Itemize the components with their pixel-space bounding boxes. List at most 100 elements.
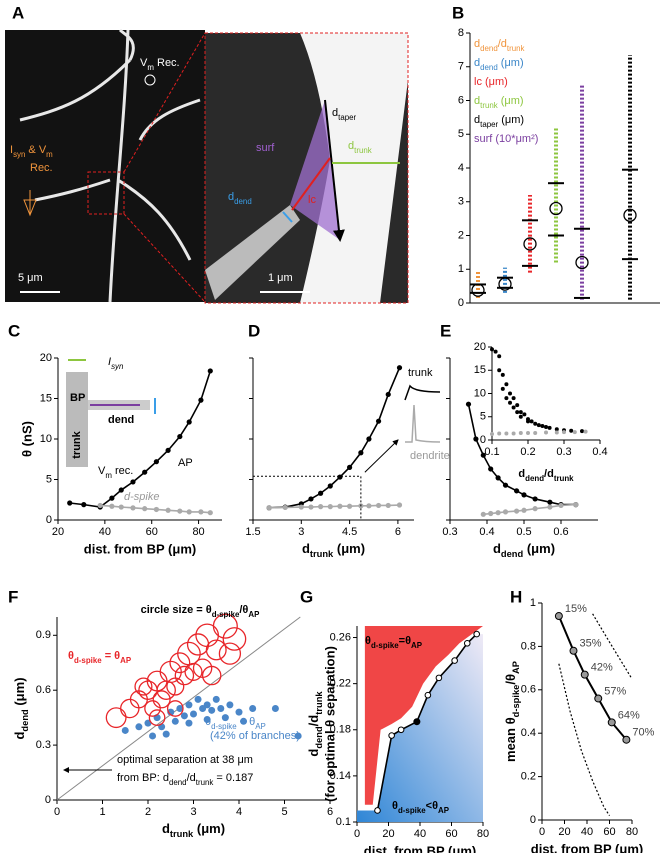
x-tick-label: 40	[581, 826, 593, 838]
text-part: m	[46, 150, 53, 159]
data-point	[511, 405, 516, 410]
data-point	[463, 639, 471, 647]
data-point	[544, 430, 548, 435]
x-tick-label: 3	[298, 526, 304, 538]
data-point	[207, 510, 213, 516]
data-point	[554, 427, 559, 432]
data-point	[109, 495, 115, 501]
text-part: AP	[248, 610, 259, 619]
data-point	[318, 490, 324, 496]
data-point	[554, 430, 559, 435]
data-point	[142, 506, 148, 512]
data-point	[130, 479, 136, 485]
data-point	[451, 657, 458, 664]
data-point	[366, 436, 372, 442]
y-axis-label: θ (nS)	[19, 421, 34, 457]
series-label: d-spike	[124, 491, 159, 503]
annotation: trunk	[71, 430, 83, 458]
data-point	[526, 419, 530, 424]
data-point	[583, 429, 588, 434]
text-part: d-spike	[398, 806, 426, 815]
data-point	[532, 506, 538, 512]
label: Isyn & Vm	[10, 144, 53, 159]
panel-label: E	[440, 321, 451, 340]
data-point	[249, 705, 257, 712]
panel-label: B	[452, 3, 464, 22]
legend-entry: ddend (μm)	[474, 57, 524, 72]
text-part: syn	[111, 362, 124, 371]
bubble	[169, 652, 191, 674]
text-part: /d	[306, 715, 321, 727]
data-point	[504, 396, 509, 401]
data-point	[153, 506, 159, 513]
label: Vm Rec.	[140, 57, 180, 72]
trace-icon	[404, 384, 441, 401]
text-part: dend	[234, 197, 252, 206]
text-part: (μm)	[498, 57, 524, 69]
series-label: dendrite	[410, 450, 450, 462]
electrode	[144, 74, 156, 86]
data-line	[592, 613, 633, 680]
text-part: trunk	[507, 44, 525, 53]
data-point	[198, 397, 204, 403]
text-part: /d	[187, 772, 196, 784]
data-point	[504, 431, 509, 436]
micrograph	[5, 30, 205, 302]
data-point	[385, 391, 391, 398]
region-label: θd-spike<θAP	[392, 800, 449, 815]
x-axis-label: dtrunk (μm)	[302, 541, 365, 559]
data-point	[500, 386, 505, 391]
y-tick-label: 0.3	[36, 739, 51, 751]
data-point	[490, 347, 494, 352]
bubble	[105, 707, 127, 729]
data-point	[508, 400, 512, 405]
data-point	[397, 726, 405, 734]
x-tick-label: 0	[539, 826, 545, 838]
bubble	[218, 642, 242, 665]
data-point	[162, 730, 170, 738]
upper-region	[364, 626, 483, 805]
x-tick-label: 2	[145, 806, 151, 818]
data-point	[366, 503, 372, 509]
data-point	[308, 504, 314, 510]
data-line	[483, 503, 576, 516]
data-line	[269, 367, 401, 509]
text-part: dend	[480, 44, 498, 53]
text-part: θ	[365, 635, 371, 647]
y-axis-label: mean θd-spike/θAP	[503, 661, 521, 762]
text-part: (μm)	[333, 541, 365, 556]
bubble	[120, 698, 140, 719]
data-point	[171, 717, 179, 725]
point-label: 70%	[632, 727, 654, 739]
x-tick-label: 0.3	[556, 446, 571, 458]
data-point	[266, 505, 272, 511]
guide-line	[253, 475, 362, 520]
y-tick-label: 3	[458, 196, 464, 208]
data-point	[526, 431, 530, 436]
data-point	[465, 401, 472, 407]
y-tick-label: 15	[474, 364, 486, 376]
data-point	[580, 670, 589, 679]
data-point	[203, 715, 211, 723]
x-axis-label: dist. from BP (μm)	[364, 843, 476, 853]
bubble	[174, 665, 195, 686]
data-point	[208, 706, 216, 714]
dendrite-image	[205, 205, 300, 300]
text-part: dend	[480, 63, 498, 72]
series-label: θd-spike < θAP	[205, 716, 266, 731]
data-point	[97, 502, 103, 509]
text-part: d	[518, 468, 525, 480]
y-tick-label: 0.18	[330, 724, 351, 736]
legend-entry: lc (μm)	[474, 76, 508, 88]
text-part: I	[108, 356, 111, 368]
data-point	[473, 436, 479, 442]
data-point	[536, 423, 541, 428]
x-tick-label: 40	[414, 828, 426, 840]
data-point	[554, 612, 563, 621]
data-point	[194, 695, 202, 703]
text-part: d	[12, 732, 27, 740]
y-tick-label: 0.22	[330, 678, 351, 690]
data-point	[573, 502, 579, 508]
data-point	[562, 430, 566, 435]
text-part: d	[302, 541, 310, 556]
